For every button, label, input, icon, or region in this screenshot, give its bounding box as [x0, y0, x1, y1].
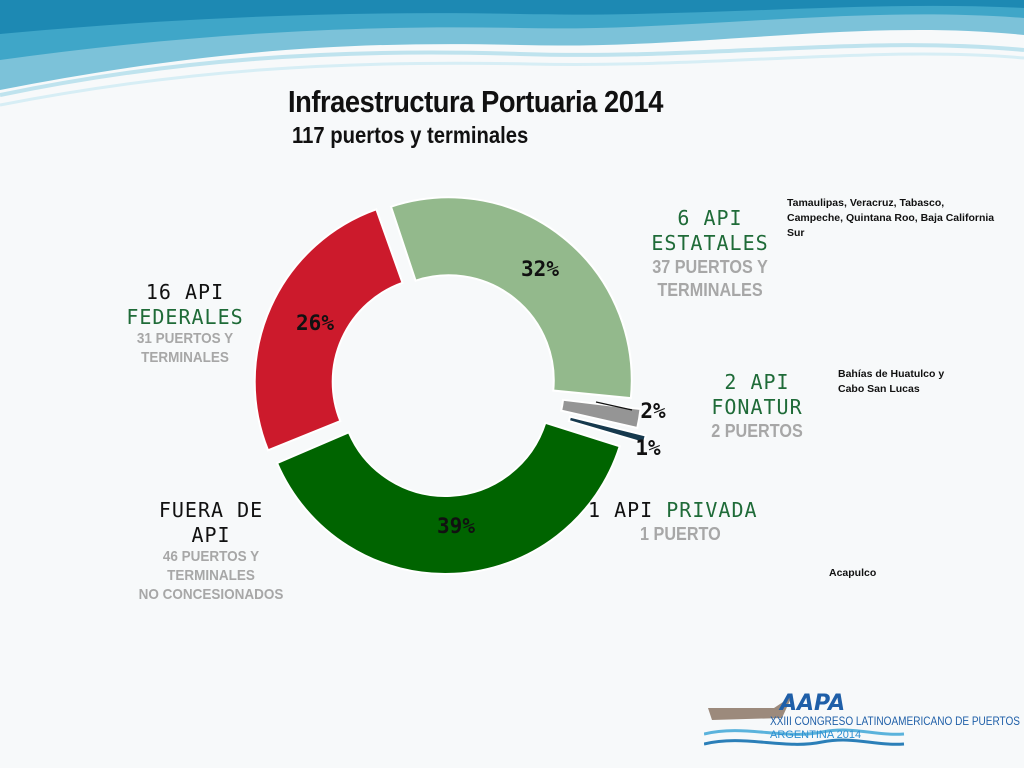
donut-slice-estatales	[389, 196, 633, 400]
fuera-line-1: FUERA DE	[158, 498, 264, 522]
donut-slice-fonatur	[559, 398, 642, 430]
note-estatales: Tamaulipas, Veracruz, Tabasco, Campeche,…	[787, 197, 995, 240]
header-wave-decoration	[0, 0, 1024, 107]
privada-name: PRIVADA	[666, 498, 758, 522]
note-fonatur-line-1: Bahías de Huatulco y	[838, 368, 945, 380]
fonatur-api-count: 2 API	[724, 370, 790, 394]
label-estatales: 6 API ESTATALES 37 PUERTOS Y TERMINALES	[630, 206, 790, 301]
privada-api-count: 1 API	[588, 498, 654, 522]
donut-slice-privada	[567, 415, 647, 445]
aapa-line-2: ARGENTINA 2014	[770, 729, 861, 741]
fuera-detail-1: 46 PUERTOS Y	[162, 548, 260, 565]
federales-api-count: 16 API	[145, 280, 225, 304]
pct-label-federales: 26%	[296, 311, 334, 335]
note-privada: Acapulco	[829, 567, 877, 579]
federales-detail-2: TERMINALES	[141, 348, 229, 366]
fuera-detail-2: TERMINALES	[167, 566, 255, 584]
donut-slice-fuera-de-api	[275, 421, 621, 575]
slide-subtitle: 117 puertos y terminales	[292, 122, 529, 148]
fonatur-detail: 2 PUERTOS	[711, 421, 803, 441]
estatales-detail-1: 37 PUERTOS Y	[652, 257, 768, 277]
privada-detail: 1 PUERTO	[640, 524, 721, 544]
fuera-line-2: API	[191, 523, 231, 547]
federales-name: FEDERALES	[126, 305, 244, 329]
slide-title: Infraestructura Portuaria 2014	[288, 84, 663, 119]
aapa-brand: AAPA	[778, 691, 845, 716]
label-privada: 1 API PRIVADA 1 PUERTO	[588, 498, 778, 546]
fonatur-leader-line	[595, 401, 633, 411]
fonatur-name: FONATUR	[711, 395, 803, 419]
note-fonatur: Bahías de Huatulco y Cabo San Lucas	[838, 367, 968, 397]
label-federales: 16 API FEDERALES 31 PUERTOS Y TERMINALES	[100, 280, 270, 368]
pct-label-estatales: 32%	[521, 257, 559, 281]
pct-label-privada: 1%	[635, 436, 661, 460]
pct-label-fuera-de-api: 39%	[437, 514, 475, 538]
fuera-detail-3: NO CONCESIONADOS	[138, 585, 284, 603]
estatales-api-count: 6 API	[677, 206, 743, 230]
pct-label-fonatur: 2%	[640, 399, 666, 423]
label-fuera-de-api: FUERA DE API 46 PUERTOS Y TERMINALES NO …	[122, 498, 300, 604]
estatales-detail-2: TERMINALES	[657, 279, 763, 300]
label-fonatur: 2 API FONATUR 2 PUERTOS	[692, 370, 822, 443]
estatales-name: ESTATALES	[651, 231, 769, 255]
privada-line: 1 API PRIVADA	[588, 498, 778, 523]
aapa-line-1: XXIII CONGRESO LATINOAMERICANO DE PUERTO…	[770, 716, 1020, 728]
federales-detail-1: 31 PUERTOS Y	[136, 330, 234, 347]
donut-slice-federales	[253, 208, 404, 452]
note-fonatur-line-2: Cabo San Lucas	[838, 383, 920, 396]
aapa-logo: AAPA XXIII CONGRESO LATINOAMERICANO DE P…	[704, 691, 1020, 746]
